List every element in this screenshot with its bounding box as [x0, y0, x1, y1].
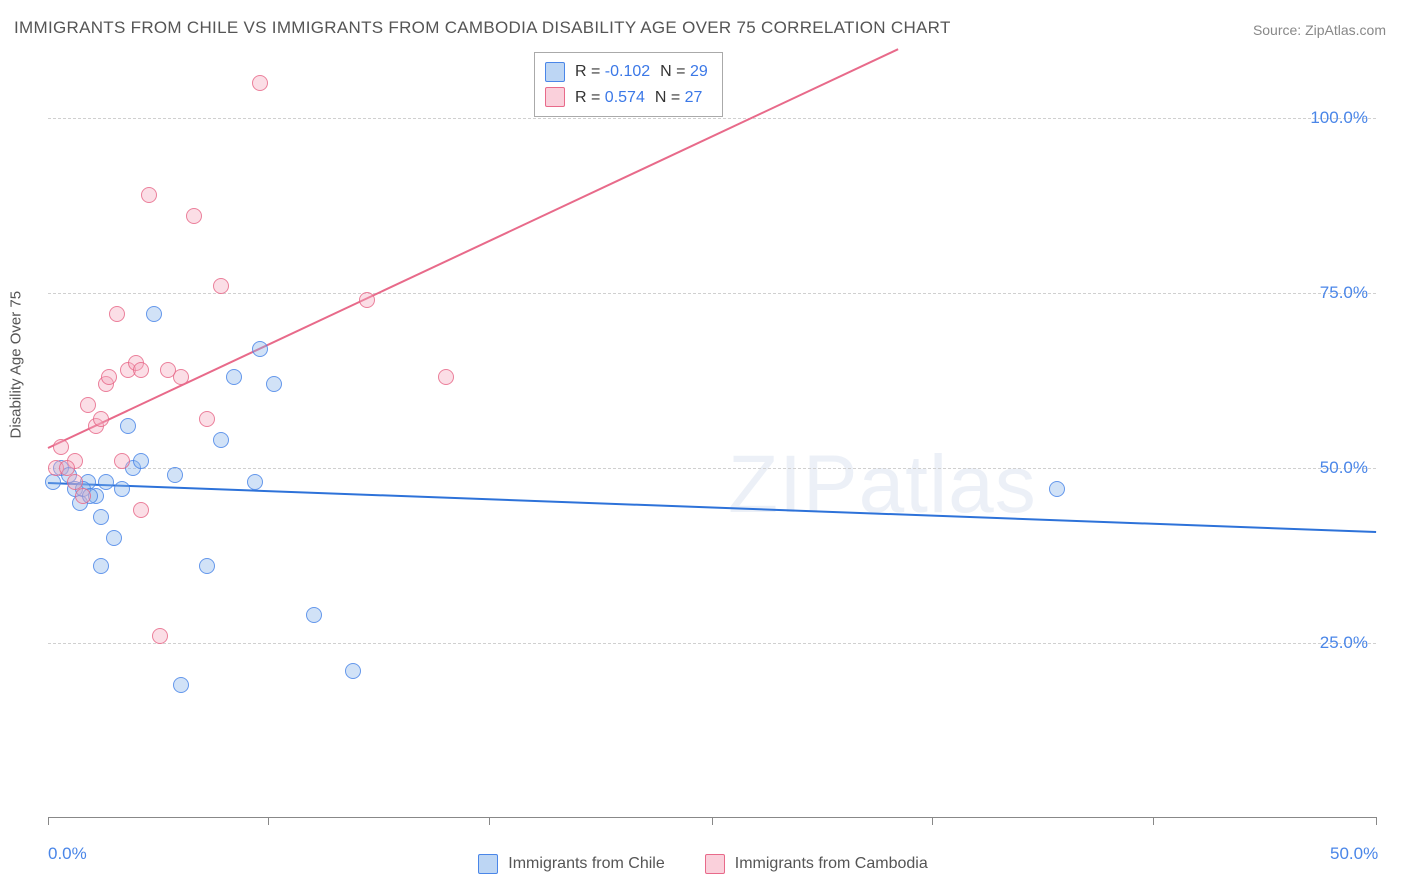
- xtick: [268, 817, 269, 825]
- data-point: [359, 292, 375, 308]
- source-label: Source: ZipAtlas.com: [1253, 22, 1386, 38]
- data-point: [45, 474, 61, 490]
- data-point: [67, 474, 83, 490]
- xtick: [1376, 817, 1377, 825]
- xtick: [48, 817, 49, 825]
- plot-area: ZIPatlas 25.0%50.0%75.0%100.0%: [48, 48, 1376, 818]
- data-point: [226, 369, 242, 385]
- data-point: [1049, 481, 1065, 497]
- data-point: [247, 474, 263, 490]
- data-point: [213, 432, 229, 448]
- regression-line: [48, 48, 899, 449]
- data-point: [266, 376, 282, 392]
- data-point: [93, 558, 109, 574]
- xtick-label: 50.0%: [1330, 844, 1378, 864]
- data-point: [252, 341, 268, 357]
- data-point: [186, 208, 202, 224]
- legend-label: Immigrants from Cambodia: [735, 855, 928, 873]
- data-point: [199, 558, 215, 574]
- data-point: [141, 187, 157, 203]
- data-point: [133, 362, 149, 378]
- data-point: [133, 453, 149, 469]
- legend-label: Immigrants from Chile: [508, 855, 664, 873]
- gridline: [48, 643, 1376, 644]
- legend-stats: R = -0.102 N = 29 R = 0.574 N = 27: [534, 52, 723, 117]
- legend-swatch-blue: [478, 854, 498, 874]
- data-point: [109, 306, 125, 322]
- xtick: [932, 817, 933, 825]
- data-point: [173, 677, 189, 693]
- legend-swatch-pink: [705, 854, 725, 874]
- data-point: [152, 628, 168, 644]
- data-point: [80, 397, 96, 413]
- data-point: [146, 306, 162, 322]
- data-point: [101, 369, 117, 385]
- legend-swatch-pink: [545, 87, 565, 107]
- data-point: [160, 362, 176, 378]
- data-point: [59, 460, 75, 476]
- chart-title: IMMIGRANTS FROM CHILE VS IMMIGRANTS FROM…: [14, 18, 951, 38]
- data-point: [345, 663, 361, 679]
- data-point: [252, 75, 268, 91]
- xtick: [489, 817, 490, 825]
- data-point: [114, 453, 130, 469]
- regression-line: [48, 482, 1376, 533]
- data-point: [306, 607, 322, 623]
- ytick-label: 75.0%: [1320, 283, 1368, 303]
- data-point: [120, 418, 136, 434]
- legend-stats-row: R = 0.574 N = 27: [545, 85, 708, 111]
- ytick-label: 50.0%: [1320, 458, 1368, 478]
- y-axis-label: Disability Age Over 75: [8, 291, 25, 439]
- ytick-label: 100.0%: [1310, 108, 1368, 128]
- legend-series: Immigrants from Chile Immigrants from Ca…: [0, 854, 1406, 874]
- plot-inner: 25.0% 50.0% 75.0% 100.0%: [48, 48, 1376, 817]
- legend-swatch-blue: [545, 62, 565, 82]
- data-point: [98, 474, 114, 490]
- xtick-label: 0.0%: [48, 844, 87, 864]
- data-point: [438, 369, 454, 385]
- ytick-label: 25.0%: [1320, 633, 1368, 653]
- xtick: [1153, 817, 1154, 825]
- legend-stats-row: R = -0.102 N = 29: [545, 59, 708, 85]
- data-point: [114, 481, 130, 497]
- gridline: [48, 293, 1376, 294]
- data-point: [53, 439, 69, 455]
- legend-item: Immigrants from Cambodia: [705, 854, 928, 874]
- data-point: [167, 467, 183, 483]
- gridline: [48, 118, 1376, 119]
- data-point: [199, 411, 215, 427]
- legend-item: Immigrants from Chile: [478, 854, 664, 874]
- data-point: [133, 502, 149, 518]
- data-point: [93, 411, 109, 427]
- chart-container: IMMIGRANTS FROM CHILE VS IMMIGRANTS FROM…: [0, 0, 1406, 892]
- data-point: [106, 530, 122, 546]
- data-point: [93, 509, 109, 525]
- xtick: [712, 817, 713, 825]
- data-point: [75, 488, 91, 504]
- gridline: [48, 468, 1376, 469]
- data-point: [213, 278, 229, 294]
